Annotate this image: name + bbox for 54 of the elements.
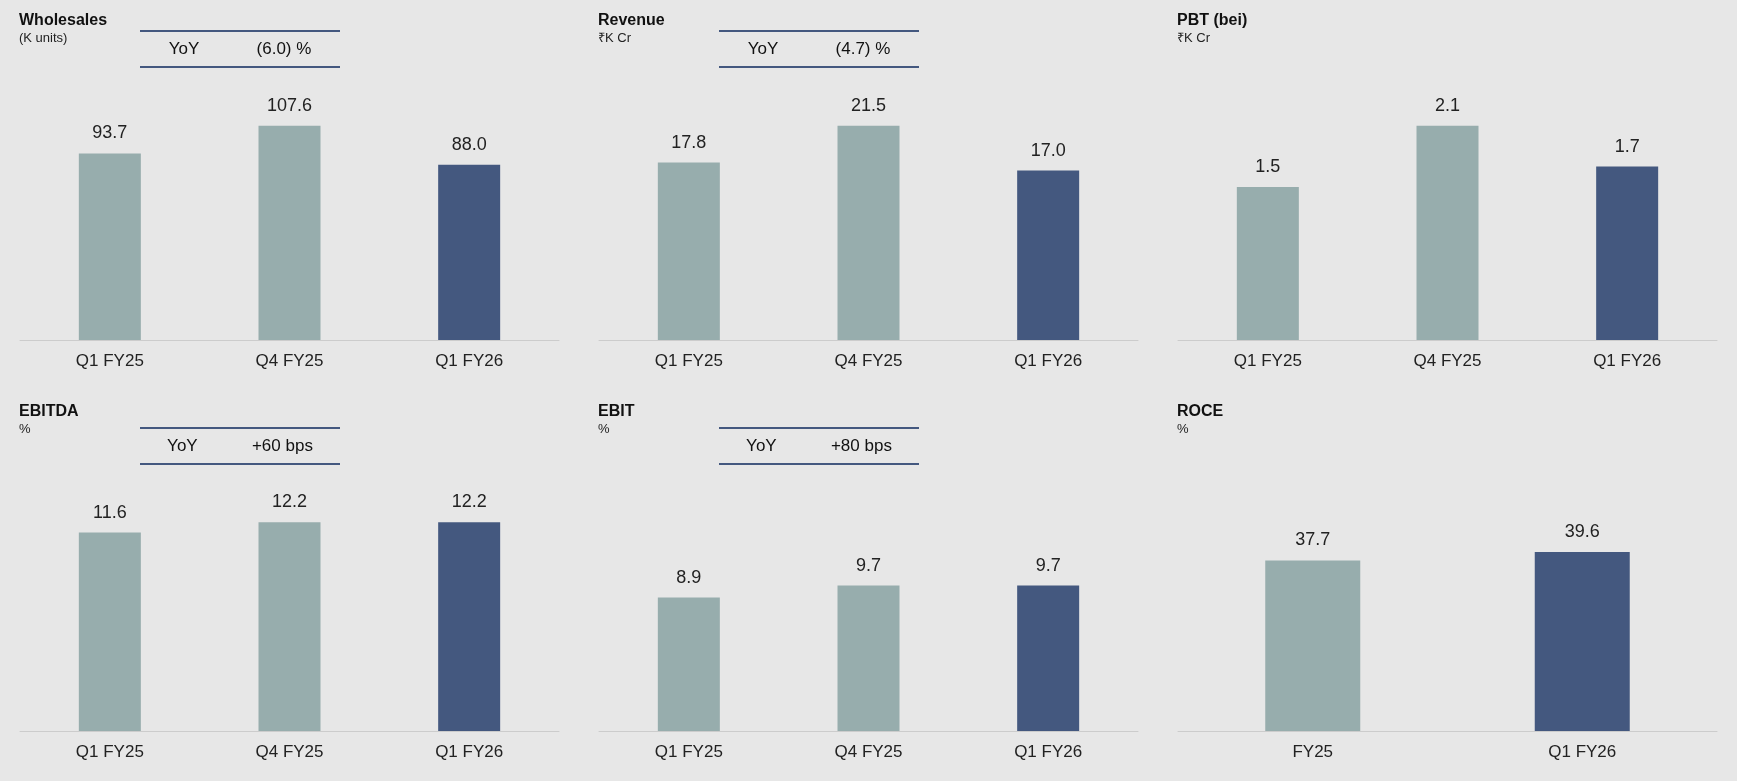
x-tick-label: Q4 FY25 xyxy=(255,742,324,761)
x-tick-label: Q4 FY25 xyxy=(1413,351,1482,370)
chart-subtitle: ₹K Cr xyxy=(598,30,632,45)
data-label: 2.1 xyxy=(1434,94,1461,115)
text: YoY xyxy=(167,436,198,456)
data-label: 1.5 xyxy=(1255,155,1281,176)
text: (6.0) % xyxy=(256,39,312,59)
chart-title: EBITDA xyxy=(19,401,79,419)
x-tick-label: Q1 FY26 xyxy=(1014,742,1083,761)
text: +80 bps xyxy=(830,436,892,456)
data-label: 17.0 xyxy=(1030,139,1066,160)
data-label: 39.6 xyxy=(1564,520,1600,541)
x-tick-label: Q1 FY25 xyxy=(75,742,144,761)
chart-title: ROCE xyxy=(1177,401,1224,419)
chart-title: EBIT xyxy=(598,401,635,419)
data-label: 1.7 xyxy=(1614,135,1640,156)
data-label: 107.6 xyxy=(266,94,313,115)
x-tick-label: Q4 FY25 xyxy=(255,351,324,370)
text: YoY xyxy=(747,39,779,59)
data-label: 37.7 xyxy=(1295,529,1331,550)
x-tick-label: Q1 FY26 xyxy=(1014,351,1083,370)
x-tick-label: Q1 FY26 xyxy=(1593,351,1662,370)
data-label: 21.5 xyxy=(850,94,887,115)
chart-subtitle: % xyxy=(19,421,31,436)
data-label: 8.9 xyxy=(676,566,702,587)
chart-subtitle: ₹K Cr xyxy=(1177,30,1211,45)
chart-subtitle: (K units) xyxy=(19,30,68,45)
data-label: 93.7 xyxy=(92,122,128,143)
x-tick-label: Q4 FY25 xyxy=(834,351,903,370)
data-label: 17.8 xyxy=(671,131,707,152)
data-label: 88.0 xyxy=(451,133,487,154)
x-tick-label: FY25 xyxy=(1292,742,1334,761)
text: +60 bps xyxy=(251,436,313,456)
chart-subtitle: % xyxy=(598,421,610,436)
x-tick-label: Q1 FY25 xyxy=(75,351,144,370)
x-tick-label: Q1 FY25 xyxy=(654,351,723,370)
x-tick-label: Q1 FY25 xyxy=(1233,351,1302,370)
x-tick-label: Q1 FY26 xyxy=(435,742,504,761)
text: (4.7) % xyxy=(835,39,891,59)
text: YoY xyxy=(746,436,777,456)
chart-title: Wholesales xyxy=(19,10,108,28)
chart-title: PBT (bei) xyxy=(1177,10,1248,28)
data-label: 12.2 xyxy=(451,491,487,512)
data-label: 9.7 xyxy=(1035,554,1061,575)
chart-subtitle: % xyxy=(1177,421,1189,436)
data-label: 11.6 xyxy=(92,501,127,522)
chart-title: Revenue xyxy=(598,10,665,28)
x-tick-label: Q4 FY25 xyxy=(834,742,903,761)
x-tick-label: Q1 FY25 xyxy=(654,742,723,761)
x-tick-label: Q1 FY26 xyxy=(1548,742,1617,761)
data-label: 9.7 xyxy=(855,554,882,575)
x-tick-label: Q1 FY26 xyxy=(435,351,504,370)
data-label: 12.2 xyxy=(271,491,308,512)
text: YoY xyxy=(168,39,200,59)
